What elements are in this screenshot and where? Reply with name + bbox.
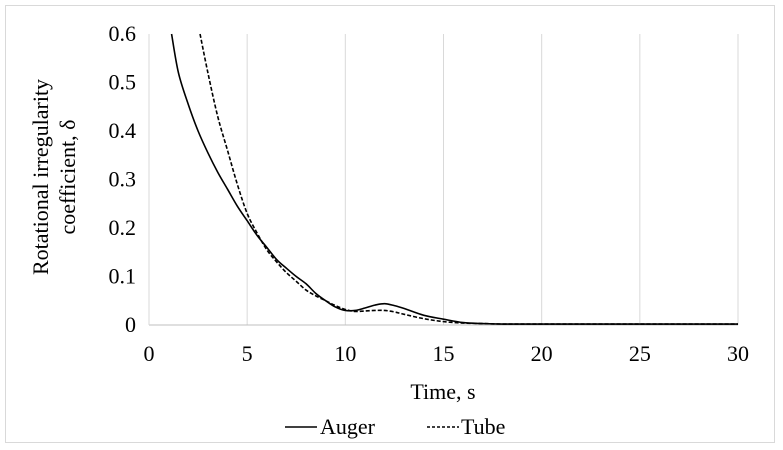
series-group <box>170 33 738 325</box>
x-tick-label: 10 <box>334 341 356 366</box>
x-tick-label: 15 <box>433 341 455 366</box>
y-axis-title-line2: coefficient, δ <box>55 119 80 234</box>
y-tick-label: 0.2 <box>109 215 137 240</box>
legend: Auger Tube <box>285 414 505 439</box>
legend-label-tube: Tube <box>461 414 505 439</box>
y-axis-title-group: Rotational irregularity coefficient, δ <box>28 79 80 275</box>
series-line-tube <box>199 33 738 325</box>
axes <box>148 34 738 326</box>
y-tick-label: 0.4 <box>109 118 137 143</box>
x-tick-label: 5 <box>242 341 253 366</box>
y-axis-title-line1: Rotational irregularity <box>28 79 53 275</box>
y-tick-label: 0 <box>125 312 136 337</box>
y-tick-label: 0.6 <box>109 21 137 46</box>
x-tick-label: 30 <box>727 341 749 366</box>
y-tick-label: 0.5 <box>109 70 137 95</box>
tick-labels: 0 5 10 15 20 25 30 0 0.1 0.2 0.3 0.4 0.5 0.6 <box>109 21 750 366</box>
x-tick-label: 0 <box>144 341 155 366</box>
x-tick-label: 20 <box>531 341 553 366</box>
y-tick-label: 0.1 <box>109 264 137 289</box>
series-line-auger <box>170 33 738 325</box>
x-tick-label: 25 <box>629 341 651 366</box>
x-axis-title: Time, s <box>410 379 475 404</box>
legend-label-auger: Auger <box>320 414 376 439</box>
grid <box>246 34 739 325</box>
y-tick-label: 0.3 <box>109 167 137 192</box>
chart-frame: 0 5 10 15 20 25 30 0 0.1 0.2 0.3 0.4 0.5 0.6 Time, s … <box>5 5 775 443</box>
